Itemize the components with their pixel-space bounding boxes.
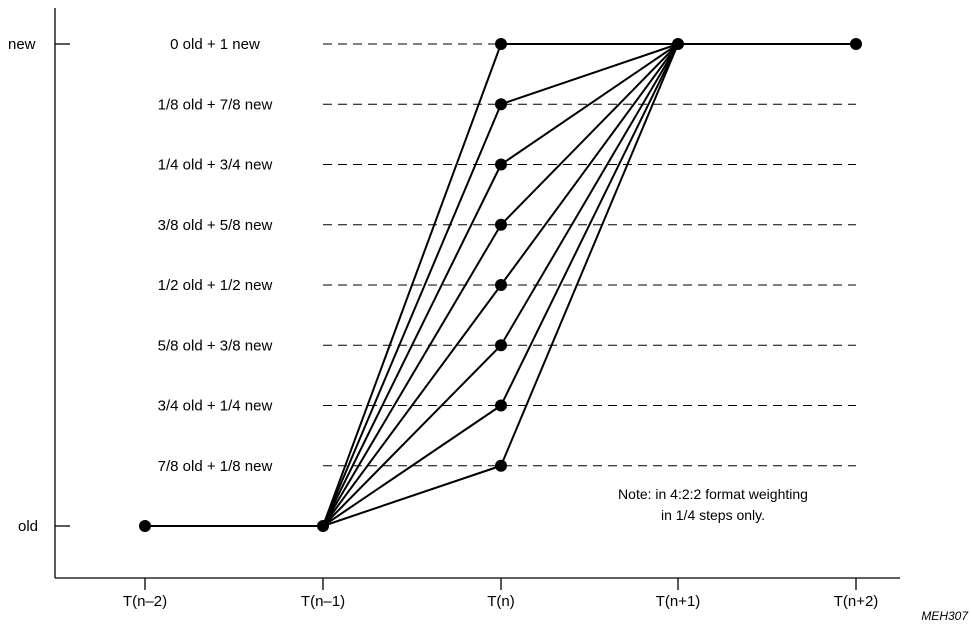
x-tick-label-2: T(n) [487, 593, 515, 610]
level-label-7: 7/8 old + 1/8 new [158, 458, 273, 475]
transition-point-1 [495, 98, 507, 111]
level-labels: 0 old + 1 new 1/8 old + 7/8 new 1/4 old + … [158, 36, 273, 475]
tick-marks [55, 43, 857, 590]
level-label-1: 1/8 old + 7/8 new [158, 96, 273, 113]
x-tick-label-1: T(n–1) [301, 593, 345, 610]
baseline-point-1 [317, 520, 329, 532]
transition-point-2 [495, 158, 507, 171]
transition-point-3 [495, 218, 507, 231]
transition-point-6 [495, 399, 507, 412]
level-label-3: 3/8 old + 5/8 new [158, 217, 273, 234]
x-tick-label-4: T(n+2) [834, 593, 879, 610]
level-label-4: 1/2 old + 1/2 new [158, 277, 273, 294]
level-label-6: 3/4 old + 1/4 new [158, 398, 273, 415]
note-line-1: Note: in 4:2:2 format weighting [618, 486, 808, 502]
transition-point-7 [495, 459, 507, 472]
level-label-5: 5/8 old + 3/8 new [158, 337, 273, 354]
data-points [139, 38, 862, 532]
x-tick-label-0: T(n–2) [123, 593, 167, 610]
note-line-2: in 1/4 steps only. [661, 507, 765, 523]
figure-id: MEH307 [921, 609, 969, 623]
transition-point-5 [495, 339, 507, 352]
transition-point-0 [495, 38, 507, 50]
final-point-1 [850, 38, 862, 50]
axes [54, 8, 900, 579]
level-label-0: 0 old + 1 new [170, 36, 260, 53]
y-tick-label-new: new [8, 36, 36, 53]
transition-point-4 [495, 279, 507, 291]
level-label-2: 1/4 old + 3/4 new [158, 157, 273, 174]
final-point-0 [672, 38, 684, 50]
baseline-point-0 [139, 520, 151, 532]
y-tick-label-old: old [18, 518, 38, 535]
x-tick-label-3: T(n+1) [656, 593, 701, 610]
